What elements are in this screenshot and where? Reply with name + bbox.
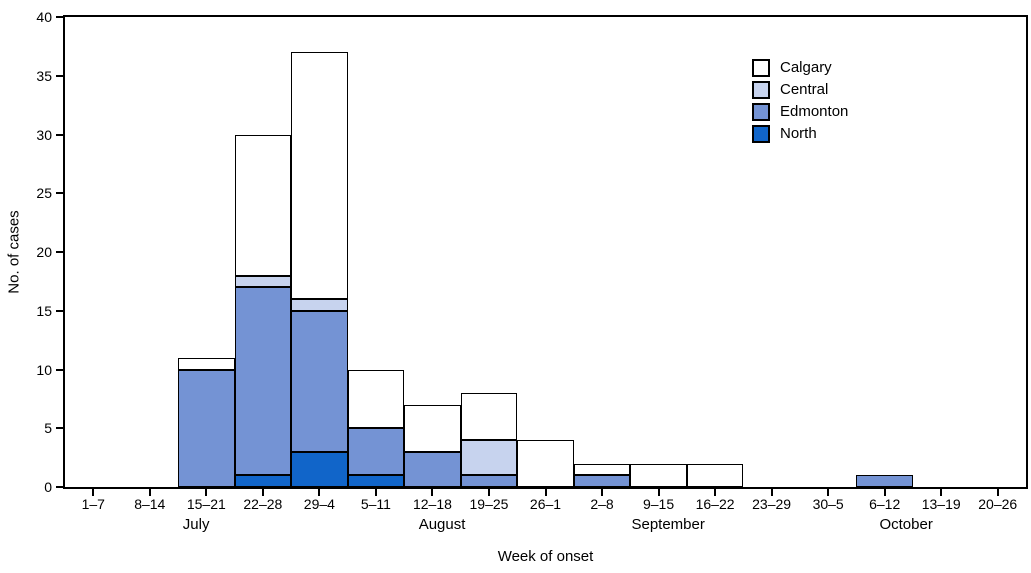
legend: Calgary Central Edmonton North bbox=[752, 59, 848, 147]
bar-segment-calgary bbox=[460, 393, 518, 440]
x-tick-label: 22–28 bbox=[243, 496, 283, 512]
x-tick-mark bbox=[487, 489, 490, 496]
month-label-july: July bbox=[182, 516, 210, 533]
bar-segment-edmonton bbox=[460, 475, 518, 487]
y-tick-mark bbox=[56, 133, 64, 136]
x-tick-mark bbox=[996, 489, 999, 496]
x-tick-label: 2–8 bbox=[590, 496, 614, 512]
month-label-october: October bbox=[879, 516, 933, 533]
y-tick-label: 35 bbox=[36, 67, 52, 84]
bar-segment-north bbox=[234, 475, 292, 487]
bar-segment-edmonton bbox=[347, 428, 405, 476]
bar-segment-north bbox=[291, 451, 348, 487]
y-tick-label: 5 bbox=[44, 420, 52, 437]
month-label-september: September bbox=[631, 516, 705, 533]
x-tick-mark bbox=[148, 489, 151, 496]
x-tick-mark bbox=[205, 489, 208, 496]
bar-segment-central bbox=[234, 275, 292, 288]
x-tick-label: 29–4 bbox=[303, 496, 335, 512]
bar-segment-calgary bbox=[686, 463, 744, 487]
bar-segment-calgary bbox=[404, 404, 461, 452]
bar-segment-calgary bbox=[347, 369, 405, 429]
x-tick-mark bbox=[431, 489, 434, 496]
legend-swatch-central bbox=[752, 81, 770, 99]
y-tick-mark bbox=[56, 368, 64, 371]
bar-segment-calgary bbox=[234, 134, 292, 276]
x-tick-mark bbox=[544, 489, 547, 496]
x-axis-title: Week of onset bbox=[497, 548, 594, 565]
y-tick-mark bbox=[56, 16, 64, 18]
y-tick-label: 0 bbox=[44, 479, 52, 495]
y-tick-mark bbox=[56, 74, 64, 77]
bar-segment-edmonton bbox=[291, 310, 348, 452]
bar-segment-calgary bbox=[291, 52, 348, 299]
bar-segment-calgary bbox=[517, 440, 574, 487]
legend-swatch-north bbox=[752, 125, 770, 143]
legend-label: Central bbox=[780, 81, 829, 98]
x-tick-label: 8–14 bbox=[134, 496, 166, 512]
legend-row-north: North bbox=[752, 125, 848, 143]
x-tick-mark bbox=[318, 489, 321, 496]
bar-segment-edmonton bbox=[178, 369, 235, 487]
x-tick-mark bbox=[601, 489, 604, 496]
bar-segment-central bbox=[291, 299, 348, 311]
x-tick-label: 12–18 bbox=[412, 496, 452, 512]
y-tick-mark bbox=[56, 427, 64, 430]
y-tick-label: 40 bbox=[36, 9, 52, 25]
x-tick-mark bbox=[770, 489, 773, 496]
legend-swatch-edmonton bbox=[752, 103, 770, 121]
legend-row-edmonton: Edmonton bbox=[752, 103, 848, 121]
x-tick-mark bbox=[374, 489, 377, 496]
x-tick-label: 5–11 bbox=[360, 496, 391, 512]
bar-segment-calgary bbox=[178, 357, 235, 370]
x-tick-label: 26–1 bbox=[529, 496, 562, 512]
x-tick-mark bbox=[261, 489, 264, 496]
y-tick-label: 20 bbox=[36, 244, 52, 260]
y-tick-label: 10 bbox=[36, 361, 52, 378]
legend-label: Edmonton bbox=[780, 103, 849, 120]
x-tick-label: 13–19 bbox=[921, 496, 961, 512]
bar-segment-edmonton bbox=[404, 451, 461, 487]
x-tick-label: 19–25 bbox=[469, 496, 509, 512]
bar-segment-edmonton bbox=[856, 475, 913, 487]
x-tick-label: 23–29 bbox=[752, 496, 792, 512]
x-tick-label: 30–5 bbox=[812, 496, 844, 512]
x-tick-label: 20–26 bbox=[978, 496, 1018, 512]
x-tick-label: 15–21 bbox=[186, 496, 226, 512]
x-tick-mark bbox=[657, 489, 660, 496]
x-tick-label: 16–22 bbox=[695, 496, 735, 512]
bar-segment-north bbox=[347, 475, 405, 487]
y-tick-label: 25 bbox=[36, 185, 52, 202]
x-tick-mark bbox=[827, 489, 830, 496]
bar-segment-calgary bbox=[630, 463, 687, 487]
x-tick-label: 6–12 bbox=[869, 496, 901, 512]
x-tick-label: 9–15 bbox=[642, 496, 675, 512]
y-tick-label: 15 bbox=[36, 302, 52, 319]
y-tick-mark bbox=[56, 192, 64, 195]
y-tick-mark bbox=[56, 309, 64, 312]
y-tick-label: 30 bbox=[36, 126, 52, 143]
legend-row-central: Central bbox=[752, 81, 848, 99]
x-tick-mark bbox=[714, 489, 717, 496]
legend-label: Calgary bbox=[780, 59, 832, 76]
bar-segment-calgary bbox=[573, 463, 631, 476]
x-tick-mark bbox=[940, 489, 943, 496]
legend-swatch-calgary bbox=[752, 59, 770, 77]
y-tick-mark bbox=[56, 251, 64, 253]
legend-row-calgary: Calgary bbox=[752, 59, 848, 77]
y-tick-mark bbox=[56, 486, 64, 488]
legend-label: North bbox=[780, 125, 817, 142]
x-tick-mark bbox=[92, 489, 95, 496]
x-tick-mark bbox=[883, 489, 886, 496]
month-label-august: August bbox=[418, 516, 466, 533]
x-tick-label: 1–7 bbox=[81, 496, 105, 512]
bar-segment-edmonton bbox=[234, 287, 292, 476]
bar-segment-edmonton bbox=[573, 475, 631, 487]
bar-segment-central bbox=[460, 440, 518, 476]
